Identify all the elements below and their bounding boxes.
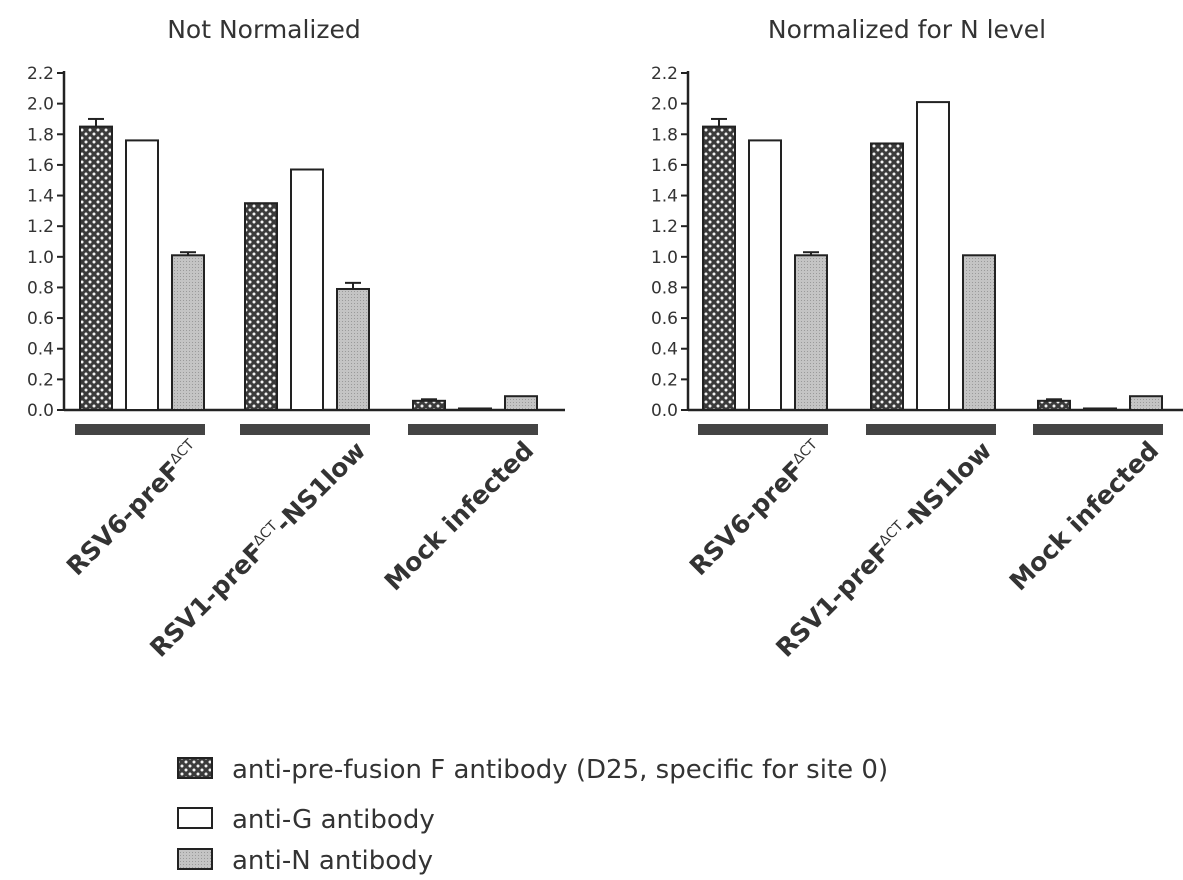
y-tick-label: 1.4 bbox=[651, 187, 678, 207]
chart-title-right: Normalized for N level bbox=[768, 15, 1046, 44]
chart-title-left: Not Normalized bbox=[167, 15, 361, 44]
bar-anti-f bbox=[870, 142, 904, 412]
chart-panel-right: Normalized for N level 0.0 0.2 0.4 0.6 0.8 1.… bbox=[651, 15, 1183, 663]
bar-anti-f bbox=[79, 125, 113, 411]
legend-swatch-anti-g bbox=[177, 807, 213, 829]
bar-anti-f bbox=[1037, 399, 1071, 411]
bar-anti-g bbox=[290, 168, 324, 411]
y-tick-label: 2.2 bbox=[651, 64, 678, 84]
y-tick-label: 0.8 bbox=[27, 278, 54, 298]
legend-label-anti-n: anti-N antibody bbox=[232, 846, 433, 876]
bars-left bbox=[79, 117, 538, 411]
y-tick-label: 0.8 bbox=[651, 278, 678, 298]
legend-item-anti-n: anti-N antibody bbox=[177, 846, 433, 876]
category-label: RSV1-preFΔCT-NS1low bbox=[770, 436, 997, 663]
bar-anti-g bbox=[916, 101, 950, 411]
y-axis-right: 0.0 0.2 0.4 0.6 0.8 1.0 1.2 1.4 1.6 1.8 2.0 2.2 bbox=[651, 64, 690, 421]
y-tick-label: 0.6 bbox=[27, 309, 54, 329]
y-tick-label: 0.2 bbox=[27, 370, 54, 390]
category-label: RSV6-preFΔCT bbox=[61, 435, 207, 581]
y-tick-label: 1.0 bbox=[27, 248, 54, 268]
legend-label-anti-g: anti-G antibody bbox=[232, 805, 435, 835]
bar-anti-f bbox=[244, 202, 278, 411]
category-label: RSV6-preFΔCT bbox=[684, 435, 830, 581]
bar-anti-n bbox=[794, 254, 828, 411]
y-tick-label: 1.6 bbox=[651, 156, 678, 176]
y-axis-left: 0.0 0.2 0.4 0.6 0.8 1.0 1.2 1.4 1.6 1.8 2.0 2.2 bbox=[27, 64, 66, 421]
y-tick-label: 0.6 bbox=[651, 309, 678, 329]
legend-swatch-anti-f bbox=[177, 757, 213, 779]
bar-anti-g bbox=[1083, 407, 1117, 411]
bar-anti-n bbox=[504, 395, 538, 411]
y-tick-label: 1.2 bbox=[651, 217, 678, 237]
category-bars-left bbox=[75, 424, 538, 435]
y-tick-label: 1.4 bbox=[27, 187, 54, 207]
legend: anti-pre-fusion F antibody (D25, specifi… bbox=[177, 755, 888, 876]
category-bracket-bar bbox=[866, 424, 996, 435]
y-tick-label: 0.2 bbox=[651, 370, 678, 390]
y-tick-label: 1.6 bbox=[27, 156, 54, 176]
y-tick-label: 2.0 bbox=[27, 95, 54, 115]
y-tick-label: 0.0 bbox=[27, 401, 54, 421]
bars-right bbox=[702, 101, 1163, 412]
category-label: Mock infected bbox=[379, 436, 540, 597]
legend-item-anti-f: anti-pre-fusion F antibody (D25, specifi… bbox=[177, 755, 888, 785]
y-tick-label: 2.0 bbox=[651, 95, 678, 115]
bar-anti-g bbox=[748, 139, 782, 411]
y-tick-label: 1.0 bbox=[651, 248, 678, 268]
y-tick-label: 0.0 bbox=[651, 401, 678, 421]
y-tick-label: 1.2 bbox=[27, 217, 54, 237]
category-bracket-bar bbox=[408, 424, 538, 435]
category-bracket-bar bbox=[698, 424, 828, 435]
y-tick-label: 1.8 bbox=[27, 125, 54, 145]
bar-anti-n bbox=[336, 287, 370, 411]
y-tick-label: 1.8 bbox=[651, 125, 678, 145]
y-tick-label: 0.4 bbox=[27, 340, 54, 360]
bar-anti-f bbox=[412, 399, 446, 411]
bar-anti-g bbox=[125, 139, 159, 411]
bar-anti-f bbox=[702, 125, 736, 411]
chart-panel-left: Not Normalized 0.0 0.2 0.4 0.6 0.8 1.0 1.2 1.4 1… bbox=[27, 15, 565, 663]
bar-anti-n bbox=[1129, 395, 1163, 411]
legend-swatch-anti-n bbox=[177, 848, 213, 870]
category-label: Mock infected bbox=[1004, 436, 1165, 597]
y-tick-label: 0.4 bbox=[651, 340, 678, 360]
category-bars-right bbox=[698, 424, 1163, 435]
legend-label-anti-f: anti-pre-fusion F antibody (D25, specifi… bbox=[232, 755, 888, 785]
category-bracket-bar bbox=[1033, 424, 1163, 435]
category-bracket-bar bbox=[240, 424, 370, 435]
bar-anti-g bbox=[458, 407, 492, 411]
bar-anti-n bbox=[171, 254, 205, 411]
category-bracket-bar bbox=[75, 424, 205, 435]
y-tick-label: 2.2 bbox=[27, 64, 54, 84]
bar-anti-n bbox=[962, 254, 996, 411]
legend-item-anti-g: anti-G antibody bbox=[177, 805, 435, 835]
